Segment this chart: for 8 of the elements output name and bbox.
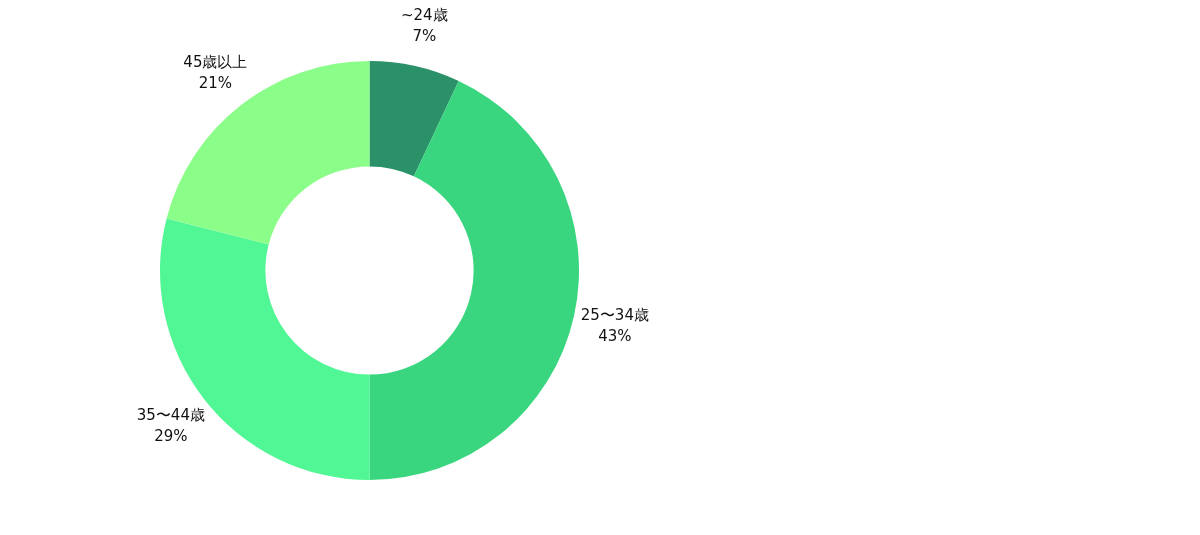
slice-label: ~24歳 — [401, 6, 448, 25]
data-label: 43% — [598, 327, 632, 346]
data-label: 7% — [412, 27, 437, 46]
slice-label: 45歳以上 — [183, 52, 248, 71]
data-label: 29% — [154, 426, 188, 445]
slice-label: 35〜44歳 — [136, 405, 205, 424]
slice-label: 25〜34歳 — [580, 306, 649, 325]
data-label: 21% — [198, 73, 233, 92]
